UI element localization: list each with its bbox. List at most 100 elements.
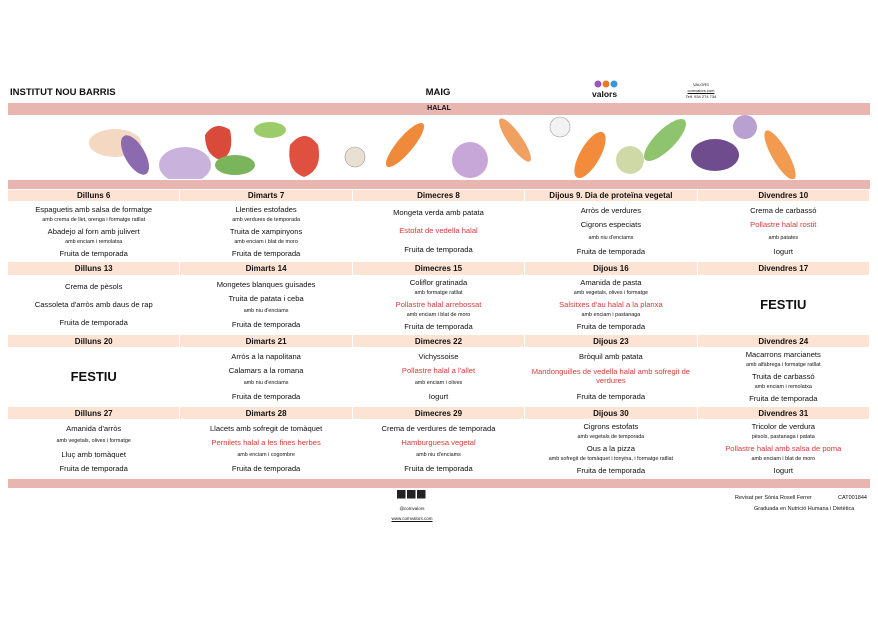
day-cell: Llenties estofades amb verdures de tempor… [180,201,351,261]
menu-item: amb enciam i pastanaga [581,311,641,318]
menu-item: Macarrons marcianets [745,350,821,360]
menu-item: amb niu d'enciams [416,452,461,459]
menu-item: Fruita de temporada [231,248,301,258]
menu-item: Crema de verdures de temporada [381,423,496,433]
day-header: Dilluns 27 [8,407,180,419]
day-header: Dimecres 15 [352,262,525,275]
day-cell: FESTIU [8,347,179,406]
school-name: INSTITUT NOU BARRIS [10,87,116,98]
day-header: Divendres 17 [697,262,869,275]
contact-line: comvalors.com [687,88,715,93]
contact: VALORS comvalors.com Telf. 934 274 734 [681,82,721,100]
menu-item: amb enciam i olives [414,380,463,387]
menu-item: Abadejo al forn amb julivert [47,226,140,236]
menu-item: Fruita de temporada [404,321,473,331]
day-header: Dilluns 6 [8,190,180,201]
day-header: Dimarts 7 [180,190,352,201]
menu-item: Lluç amb tomàquet [61,450,126,460]
menu-item: amb niu d'enciams [243,380,289,387]
menu-item: Fruita de temporada [749,393,818,403]
menu-item: amb verdures de temporada [232,216,300,223]
menu-item: Pollastre halal arrebossat [395,299,482,309]
menu-item: Mongeta verda amb patata [393,207,484,217]
reviewer-degree: Graduada en Nutrició Humana i Dietètica [754,506,855,512]
day-cell: Crema de verdures de temporada Hamburgues… [353,419,524,478]
menu-item: FESTIU [70,369,117,384]
menu-item: amb enciam i blat de moro [751,455,816,462]
menu-item: Amanida d'arròs [66,423,122,433]
menu-item: amb vegetals, olives i formatge [573,290,649,297]
day-cell: Arròs de verdures Cigrons especiats amb ni… [525,201,696,261]
menu-item: Pollastre halal rostit [750,220,817,230]
menu-item: Iogurt [773,247,793,257]
menu-item: amb sofregit de tomàquet i tonyina, i fo… [548,455,674,462]
day-header: Dijous 9. Dia de proteïna vegetal [525,190,697,201]
website: www.comvalors.com [391,516,433,521]
menu-item: Truita de patata i ceba [228,293,304,303]
day-cell: Mongeta verda amb patata Estofat de vedel… [353,201,524,261]
menu-item: Pernilets halal a les fines herbes [211,437,321,447]
menu-item: amb niu d'enciams [588,234,634,241]
menu-item: Llenties estofades [235,204,297,214]
menu-item: Fruita de temporada [576,391,646,401]
menu-item: amb enciam i remolatxa [65,238,123,245]
menu-item: Pollastre halal amb salsa de poma [725,443,842,453]
menu-item: Ous a la pizza [586,443,635,453]
menu-item: Fruita de temporada [576,465,646,475]
menu-item: Fruita de temporada [231,464,301,474]
day-cell: Espaguetis amb salsa de formatge amb crem… [8,201,179,261]
day-header: Divendres 24 [697,335,869,347]
menu-item: Fruita de temporada [576,321,646,331]
day-cell: Amanida de pasta amb vegetals, olives i f… [525,275,696,334]
day-header: Dijous 30 [525,407,697,419]
day-header: Dimarts 28 [180,407,352,419]
menu-item: Truita de carbassó [751,371,815,381]
day-cell: Arròs a la napolitana Calamars a la roman… [180,347,351,406]
vegetable-illustration [89,115,796,179]
menu-item: amb vegetals, olives i formatge [56,437,131,444]
contact-line: VALORS [693,82,709,87]
day-header: Dimecres 29 [352,407,525,419]
menu-item: Mandonguilles de vedella halal amb sofre… [531,367,691,386]
month: MAIG [425,87,451,98]
menu-item: Truita de xampinyons [229,226,303,236]
menu-item: FESTIU [760,297,807,312]
day-cell: Llacets amb sofregit de tomàquet Pernilet… [180,419,351,478]
menu-item: Mongetes blanques guisades [216,279,316,289]
menu-item: Fruita de temporada [231,392,301,402]
menu-item: Tricolor de verdura [751,422,816,432]
menu-item: Coliflor gratinada [409,278,468,288]
day-header: Dilluns 13 [8,262,180,275]
menu-item: Espaguetis amb salsa de formatge [35,204,153,214]
day-cell: Vichyssoise Pollastre halal a l'allet amb … [353,347,524,406]
menu-item: amb formatge ratllat [414,290,463,297]
menu-item: amb niu d'enciams [243,308,289,315]
day-header: Divendres 10 [697,190,869,201]
day-header: Dimecres 8 [352,190,525,201]
day-header: Dimecres 22 [352,335,525,347]
menu-item: Fruita de temporada [59,248,128,258]
menu-item: Cigrons estofats [583,422,639,432]
menu-item: Iogurt [773,465,793,475]
menu-item: Fruita de temporada [404,464,473,474]
menu-item: Crema de pèsols [64,281,123,291]
menu-item: amb enciam i blat de moro [234,238,298,245]
social-handle: @comvalors [399,506,425,511]
menu-item: Fruita de temporada [576,247,646,257]
logo: valors [592,89,618,99]
halal-band: HALAL [8,103,870,115]
bottom-band [8,479,870,488]
social-icons [397,490,426,499]
day-cell: Coliflor gratinada amb formatge ratllat Po… [353,275,524,334]
menu-item: Fruita de temporada [59,464,128,474]
menu-item: amb crema de llet, orenga i formatge rat… [42,216,146,223]
menu-item: amb vegetals de temporada [577,434,645,441]
day-cell: Crema de pèsols Cassoleta d'arròs amb dau… [8,275,179,334]
contact-line: Telf. 934 274 734 [685,94,717,99]
menu-item: Cigrons especiats [580,220,642,230]
day-cell: Bròquil amb patata Mandonguilles de vedel… [525,347,696,406]
menu-item: Estofat de vedella halal [399,226,478,236]
menu-item: Hamburguesa vegetal [401,437,476,447]
day-header: Dimarts 21 [180,335,352,347]
